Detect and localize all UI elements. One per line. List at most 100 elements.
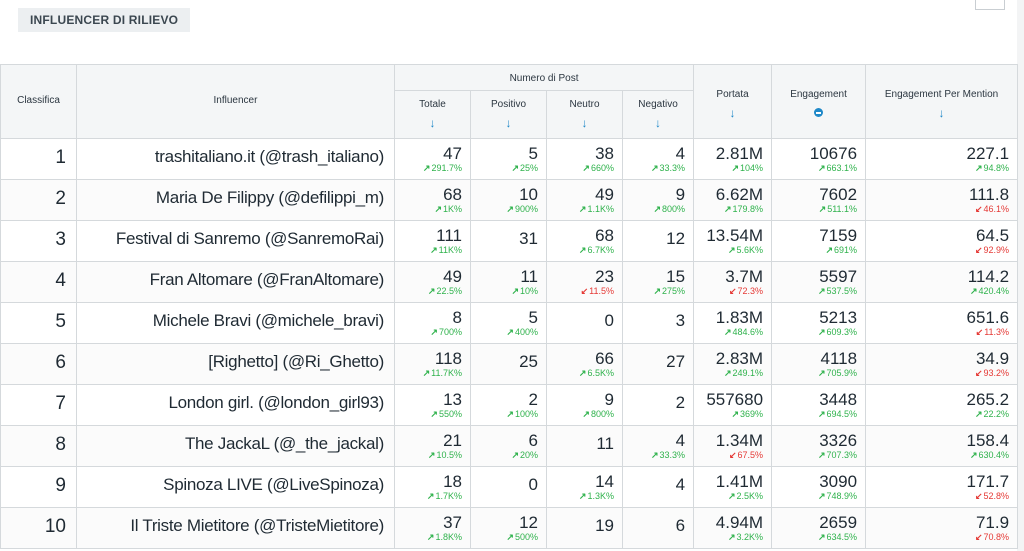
trend-delta: ↗33.3% bbox=[623, 450, 685, 461]
neutro-cell: 9 ↗800% bbox=[546, 384, 623, 426]
epm-cell: 71.9 ↙70.8% bbox=[865, 507, 1019, 549]
portata-cell: 3.7M ↙72.3% bbox=[693, 261, 773, 303]
engagement-cell: 10676 ↗663.1% bbox=[771, 138, 867, 180]
rank-cell: 8 bbox=[0, 425, 77, 467]
table-row[interactable]: 5 Michele Bravi (@michele_bravi) 8 ↗700% 5 ↗4… bbox=[0, 302, 1019, 344]
table-row[interactable]: 2 Maria De Filippy (@defilippi_m) 68 ↗1K% 10… bbox=[0, 179, 1019, 221]
header-influencer[interactable]: Influencer bbox=[76, 64, 395, 139]
totale-cell: 47 ↗291.7% bbox=[394, 138, 471, 180]
trend-delta-text: 2.5K% bbox=[736, 491, 764, 501]
header-engagement-per-mention[interactable]: Engagement Per Mention ↓ bbox=[865, 64, 1019, 139]
trend-delta: ↗705.9% bbox=[772, 368, 857, 379]
header-positivo-label: Positivo bbox=[490, 99, 526, 110]
influencer-name-link[interactable]: Fran Altomare (@FranAltomare) bbox=[76, 261, 395, 303]
header-negativo[interactable]: Negativo ↓ bbox=[621, 90, 695, 139]
influencer-name-link[interactable]: Michele Bravi (@michele_bravi) bbox=[76, 302, 395, 344]
trend-delta: ↗630.4% bbox=[866, 450, 1009, 461]
sort-down-icon[interactable]: ↓ bbox=[655, 116, 662, 130]
epm-value: 34.9 bbox=[975, 349, 1010, 368]
trend-up-icon: ↗ bbox=[426, 491, 435, 501]
trend-delta-text: 92.9% bbox=[983, 245, 1010, 255]
engagement-value: 3326 bbox=[819, 431, 858, 450]
epm-cell: 111.8 ↙46.1% bbox=[865, 179, 1019, 221]
trend-up-icon: ↗ bbox=[650, 163, 659, 173]
trend-delta: ↗1.8K% bbox=[395, 532, 462, 543]
sort-down-icon[interactable]: ↓ bbox=[429, 116, 436, 130]
trend-delta: ↙72.3% bbox=[694, 286, 763, 297]
portata-cell: 6.62M ↗179.8% bbox=[693, 179, 773, 221]
neutro-cell: 0 bbox=[546, 302, 623, 344]
header-portata[interactable]: Portata ↓ bbox=[693, 64, 773, 139]
table-row[interactable]: 8 The JackaL (@_the_jackal) 21 ↗10.5% 6 ↗20% 1… bbox=[0, 425, 1019, 467]
influencer-name-link[interactable]: Spinoza LIVE (@LiveSpinoza) bbox=[76, 466, 395, 508]
epm-value: 171.7 bbox=[966, 472, 1010, 491]
influencer-name-link[interactable]: Festival di Sanremo (@SanremoRai) bbox=[76, 220, 395, 262]
section-title-tab[interactable]: INFLUENCER DI RILIEVO bbox=[18, 8, 191, 32]
neutro-value: 9 bbox=[604, 390, 614, 409]
header-totale[interactable]: Totale ↓ bbox=[394, 90, 471, 139]
trend-delta-text: 20% bbox=[519, 450, 538, 460]
trend-delta: ↗104% bbox=[694, 163, 763, 174]
trend-delta: ↗20% bbox=[471, 450, 538, 461]
trend-delta: ↗634.5% bbox=[772, 532, 857, 543]
trend-delta: ↙11.3% bbox=[866, 327, 1009, 338]
influencer-name-link[interactable]: trashitaliano.it (@trash_italiano) bbox=[76, 138, 395, 180]
trend-delta-text: 550% bbox=[438, 409, 462, 419]
influencer-name-link[interactable]: Il Triste Mietitore (@TristeMietitore) bbox=[76, 507, 395, 549]
epm-value: 265.2 bbox=[966, 390, 1010, 409]
table-row[interactable]: 3 Festival di Sanremo (@SanremoRai) 111 ↗11… bbox=[0, 220, 1019, 262]
neutro-value: 19 bbox=[595, 516, 614, 535]
scrollbar-track[interactable] bbox=[1017, 0, 1024, 551]
trend-delta-text: 291.7% bbox=[431, 163, 462, 173]
trend-down-icon: ↙ bbox=[974, 532, 983, 542]
trend-up-icon: ↗ bbox=[422, 368, 431, 378]
sort-down-icon[interactable]: ↓ bbox=[729, 106, 736, 120]
header-epm-label: Engagement Per Mention bbox=[884, 89, 999, 100]
trend-up-icon: ↗ bbox=[969, 286, 978, 296]
trend-delta-text: 6.5K% bbox=[587, 368, 614, 378]
sort-down-icon[interactable]: ↓ bbox=[581, 116, 588, 130]
totale-value: 21 bbox=[443, 431, 462, 450]
header-positivo[interactable]: Positivo ↓ bbox=[470, 90, 547, 139]
table-row[interactable]: 7 London girl. (@london_girl93) 13 ↗550% 2 ↗1… bbox=[0, 384, 1019, 426]
influencer-name-link[interactable]: The JackaL (@_the_jackal) bbox=[76, 425, 395, 467]
header-neutro[interactable]: Neutro ↓ bbox=[546, 90, 623, 139]
engagement-value: 3090 bbox=[819, 472, 858, 491]
trend-delta-text: 11.3% bbox=[984, 327, 1010, 337]
table-row[interactable]: 4 Fran Altomare (@FranAltomare) 49 ↗22.5% 11… bbox=[0, 261, 1019, 303]
trend-delta-text: 94.8% bbox=[983, 163, 1010, 173]
table-row[interactable]: 10 Il Triste Mietitore (@TristeMietitore)… bbox=[0, 507, 1019, 549]
influencer-name-link[interactable]: London girl. (@london_girl93) bbox=[76, 384, 395, 426]
sort-down-icon[interactable]: ↓ bbox=[505, 116, 512, 130]
epm-cell: 114.2 ↗420.4% bbox=[865, 261, 1019, 303]
trend-up-icon: ↗ bbox=[817, 409, 826, 419]
trend-delta-text: 33.3% bbox=[659, 163, 686, 173]
header-engagement[interactable]: Engagement bbox=[771, 64, 867, 139]
trend-delta-text: 10.5% bbox=[436, 450, 462, 460]
influencer-name-link[interactable]: [Righetto] (@Ri_Ghetto) bbox=[76, 343, 395, 385]
trend-delta-text: 22.5% bbox=[436, 286, 462, 296]
neutro-value: 49 bbox=[595, 185, 614, 204]
trend-delta: ↗100% bbox=[471, 409, 538, 420]
sort-down-icon[interactable]: ↓ bbox=[938, 106, 945, 120]
sort-active-icon[interactable] bbox=[814, 108, 824, 117]
table-row[interactable]: 9 Spinoza LIVE (@LiveSpinoza) 18 ↗1.7K% 0 14 ↗… bbox=[0, 466, 1019, 508]
positivo-value: 5 bbox=[528, 308, 538, 327]
neutro-cell: 68 ↗6.7K% bbox=[546, 220, 623, 262]
negativo-cell: 4 ↗33.3% bbox=[621, 138, 695, 180]
neutro-cell: 14 ↗1.3K% bbox=[546, 466, 623, 508]
negativo-cell: 27 bbox=[621, 343, 695, 385]
trend-up-icon: ↗ bbox=[650, 450, 659, 460]
trend-up-icon: ↗ bbox=[731, 409, 740, 419]
influencer-name-link[interactable]: Maria De Filippy (@defilippi_m) bbox=[76, 179, 395, 221]
header-rank[interactable]: Classifica bbox=[0, 64, 77, 139]
portata-value: 1.34M bbox=[715, 431, 764, 450]
table-row[interactable]: 1 trashitaliano.it (@trash_italiano) 47 ↗29… bbox=[0, 138, 1019, 180]
trend-delta-text: 22.2% bbox=[983, 409, 1010, 419]
trend-delta: ↗22.5% bbox=[395, 286, 462, 297]
totale-cell: 68 ↗1K% bbox=[394, 179, 471, 221]
panel-toggle-button[interactable] bbox=[975, 0, 1005, 10]
positivo-cell: 11 ↗10% bbox=[470, 261, 547, 303]
table-row[interactable]: 6 [Righetto] (@Ri_Ghetto) 118 ↗11.7K% 25 66 ↗6… bbox=[0, 343, 1019, 385]
trend-up-icon: ↗ bbox=[817, 450, 826, 460]
